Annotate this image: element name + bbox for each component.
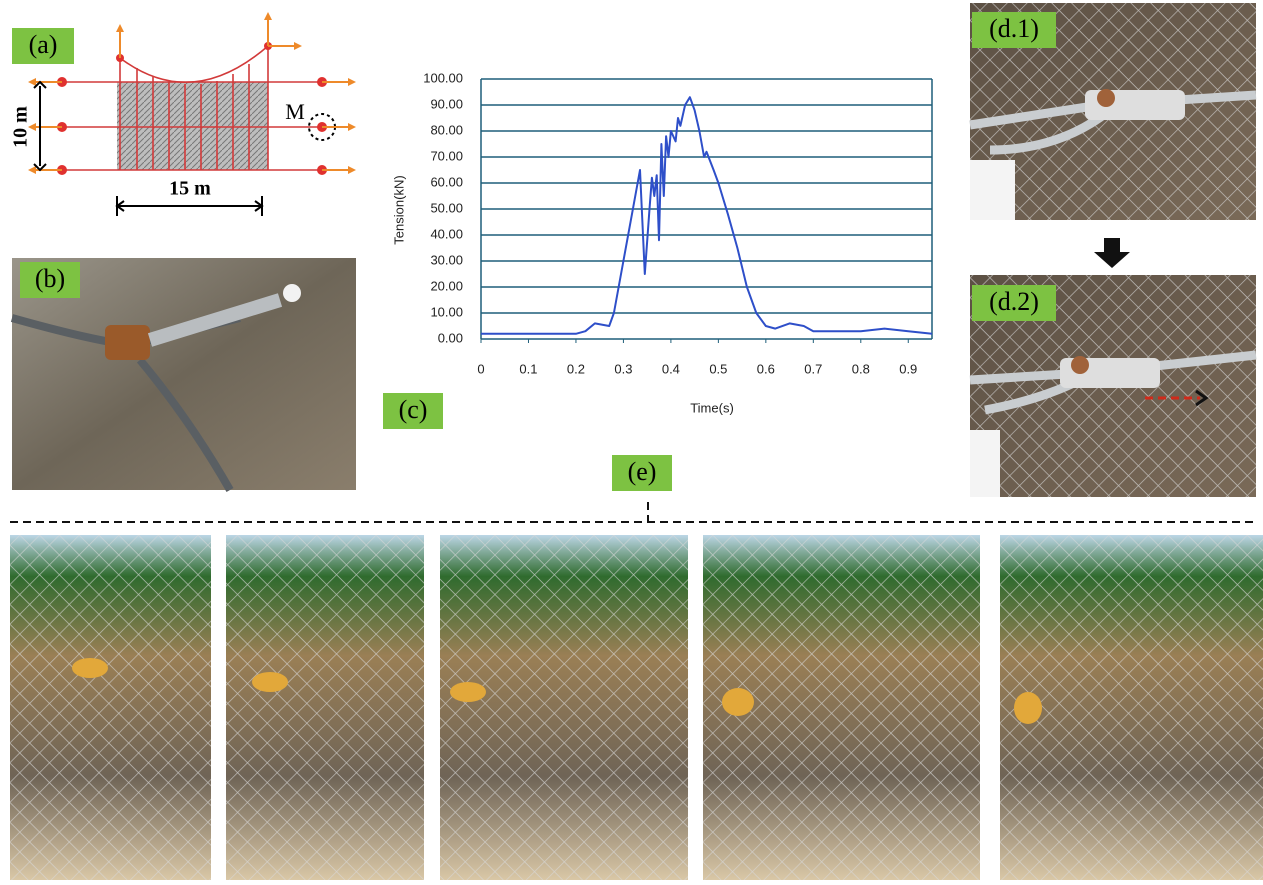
tension-line bbox=[481, 97, 932, 334]
net bbox=[440, 535, 688, 880]
panel-label: (d.1) bbox=[989, 14, 1039, 43]
photo-sequence bbox=[10, 535, 1263, 880]
x-tick-label: 0.6 bbox=[757, 361, 775, 376]
frame bbox=[1000, 535, 1263, 880]
y-tick-label: 30.00 bbox=[430, 252, 463, 267]
net-area bbox=[117, 82, 268, 170]
boulder bbox=[722, 688, 754, 716]
x-tick-label: 0.3 bbox=[614, 361, 632, 376]
y-tick-label: 20.00 bbox=[430, 278, 463, 293]
x-tick-label: 0.2 bbox=[567, 361, 585, 376]
boulder bbox=[1014, 692, 1042, 724]
clamp bbox=[105, 325, 150, 360]
x-tick-label: 0.9 bbox=[899, 361, 917, 376]
y-tick-label: 10.00 bbox=[430, 304, 463, 319]
figure: 10 m 15 m M (a) (b) (c) (d.1) (d.2) (e) … bbox=[0, 0, 1263, 880]
y-tick-label: 50.00 bbox=[430, 200, 463, 215]
x-tick-label: 0.5 bbox=[709, 361, 727, 376]
point-label: M bbox=[285, 99, 305, 124]
y-tick-label: 100.00 bbox=[423, 70, 463, 85]
panel-label: (d.2) bbox=[989, 287, 1039, 316]
frame bbox=[226, 535, 424, 880]
width-label: 15 m bbox=[169, 178, 211, 200]
x-axis-title: Time(s) bbox=[690, 400, 734, 415]
y-tick-label: 90.00 bbox=[430, 96, 463, 111]
panel-label: (e) bbox=[628, 457, 657, 486]
panel-label: (a) bbox=[29, 30, 58, 59]
x-tick-label: 0 bbox=[477, 361, 484, 376]
tag bbox=[283, 284, 301, 302]
boulder bbox=[450, 682, 486, 702]
y-tick-label: 60.00 bbox=[430, 174, 463, 189]
x-tick-label: 0.4 bbox=[662, 361, 680, 376]
panel-label: (c) bbox=[399, 395, 428, 424]
divider bbox=[10, 502, 1258, 522]
frame bbox=[703, 535, 980, 880]
x-tick-label: 0.7 bbox=[804, 361, 822, 376]
net bbox=[10, 535, 211, 880]
bolt bbox=[1071, 356, 1089, 374]
y-tick-label: 70.00 bbox=[430, 148, 463, 163]
net bbox=[226, 535, 424, 880]
panel-label: (b) bbox=[35, 264, 65, 293]
object bbox=[970, 160, 1015, 220]
y-tick-label: 0.00 bbox=[438, 330, 463, 345]
top-cable bbox=[120, 46, 268, 82]
object bbox=[970, 430, 1000, 497]
x-tick-label: 0.8 bbox=[852, 361, 870, 376]
height-label: 10 m bbox=[10, 106, 32, 148]
y-tick-label: 80.00 bbox=[430, 122, 463, 137]
x-tick-label: 0.1 bbox=[519, 361, 537, 376]
tension-chart: Tension(kN) Time(s) 0.00 10.00 20.00 30.00 4… bbox=[391, 70, 932, 415]
frame bbox=[440, 535, 688, 880]
y-axis-title: Tension(kN) bbox=[391, 175, 406, 244]
down-arrow bbox=[1094, 238, 1130, 268]
y-tick-label: 40.00 bbox=[430, 226, 463, 241]
boulder bbox=[252, 672, 288, 692]
frame bbox=[10, 535, 211, 880]
boulder bbox=[72, 658, 108, 678]
bolt bbox=[1097, 89, 1115, 107]
